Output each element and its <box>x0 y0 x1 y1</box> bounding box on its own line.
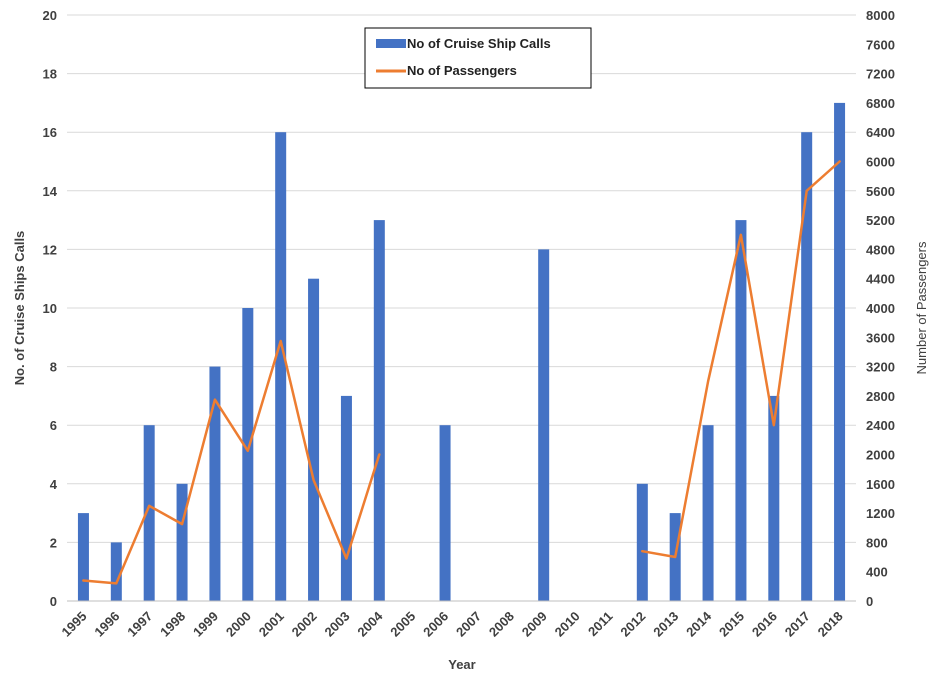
x-tick-label: 2004 <box>354 608 386 640</box>
y-axis-title: No. of Cruise Ships Calls <box>12 231 27 386</box>
y-tick-label: 18 <box>43 67 57 82</box>
y2-tick-label: 3600 <box>866 330 895 345</box>
x-tick-label: 2008 <box>486 609 517 640</box>
x-tick-label: 2015 <box>716 609 747 640</box>
x-tick-label: 2011 <box>585 609 616 640</box>
y2-tick-label: 4400 <box>866 272 895 287</box>
x-tick-label: 1998 <box>157 609 188 640</box>
y-tick-label: 20 <box>43 8 57 23</box>
y2-tick-label: 4800 <box>866 242 895 257</box>
x-tick-label: 2012 <box>617 609 648 640</box>
y2-tick-label: 5200 <box>866 213 895 228</box>
y-tick-label: 12 <box>43 242 57 257</box>
x-tick-label: 2003 <box>322 609 353 640</box>
bar <box>308 278 320 601</box>
y2-tick-label: 8000 <box>866 8 895 23</box>
bar <box>768 395 780 601</box>
x-tick-label: 2005 <box>387 609 418 640</box>
passengers-line-segment <box>82 339 381 585</box>
bar <box>834 102 846 602</box>
bar <box>340 395 352 601</box>
bar <box>735 220 747 601</box>
bar <box>373 220 385 601</box>
x-tick-label: 2007 <box>453 609 484 640</box>
x-tick-label: 1996 <box>91 609 122 640</box>
x-tick-label: 1999 <box>190 609 221 640</box>
y-tick-label: 16 <box>43 125 57 140</box>
bar <box>110 542 122 601</box>
x-tick-label: 2017 <box>782 609 813 640</box>
y-tick-label: 6 <box>50 418 57 433</box>
y2-tick-label: 0 <box>866 594 873 609</box>
y2-tick-label: 2400 <box>866 418 895 433</box>
y-tick-label: 8 <box>50 360 57 375</box>
passengers-line-segment <box>641 160 841 559</box>
x-tick-label: 2014 <box>683 608 715 640</box>
x-tick-label: 2009 <box>519 609 550 640</box>
x-tick-label: 2018 <box>815 609 846 640</box>
bar <box>538 249 550 601</box>
y2-tick-label: 1200 <box>866 506 895 521</box>
y-tick-label: 2 <box>50 535 57 550</box>
y2-tick-label: 3200 <box>866 360 895 375</box>
y-tick-label: 0 <box>50 594 57 609</box>
x-tick-label: 2013 <box>650 609 681 640</box>
x-tick-label: 2000 <box>223 609 254 640</box>
y2-tick-label: 2000 <box>866 448 895 463</box>
y2-tick-label: 1600 <box>866 477 895 492</box>
y2-tick-label: 2800 <box>866 389 895 404</box>
y-tick-label: 14 <box>43 184 58 199</box>
y-tick-label: 4 <box>50 477 58 492</box>
x-tick-label: 2006 <box>420 609 451 640</box>
bar <box>702 425 714 601</box>
bar <box>636 483 648 601</box>
y2-axis-title: Number of Passengers <box>914 241 929 374</box>
y2-tick-label: 4000 <box>866 301 895 316</box>
axes: 0 2 4 6 8 10 12 14 16 18 20 0 400 800 1200 1600 2000 2400… <box>43 8 895 640</box>
y2-tick-label: 6400 <box>866 125 895 140</box>
bar <box>143 425 155 601</box>
bar <box>209 366 221 601</box>
x-tick-label: 2010 <box>552 609 583 640</box>
bar <box>439 425 451 601</box>
bar <box>77 513 89 601</box>
legend-swatch-calls <box>376 39 406 48</box>
line-series <box>82 160 841 585</box>
legend-box <box>364 27 592 89</box>
x-tick-label: 2001 <box>256 609 287 640</box>
x-tick-label: 1995 <box>59 609 90 640</box>
y-tick-label: 10 <box>43 301 57 316</box>
bar-series <box>77 102 846 602</box>
x-tick-label: 1997 <box>124 609 155 640</box>
x-tick-label: 2002 <box>289 609 320 640</box>
x-axis-title: Year <box>448 657 475 672</box>
y2-tick-label: 6800 <box>866 96 895 111</box>
y2-tick-label: 7200 <box>866 67 895 82</box>
legend: No of Cruise Ship Calls No of Passengers <box>364 27 592 89</box>
bar <box>176 483 188 601</box>
bar <box>275 132 287 601</box>
y2-tick-label: 6000 <box>866 155 895 170</box>
legend-label-calls: No of Cruise Ship Calls <box>407 36 551 51</box>
y2-tick-label: 7600 <box>866 37 895 52</box>
x-tick-label: 2016 <box>749 609 780 640</box>
y2-tick-label: 400 <box>866 565 888 580</box>
legend-label-passengers: No of Passengers <box>407 63 517 78</box>
bar <box>242 308 254 601</box>
y2-tick-label: 5600 <box>866 184 895 199</box>
y2-tick-label: 800 <box>866 535 888 550</box>
bar <box>801 132 813 601</box>
